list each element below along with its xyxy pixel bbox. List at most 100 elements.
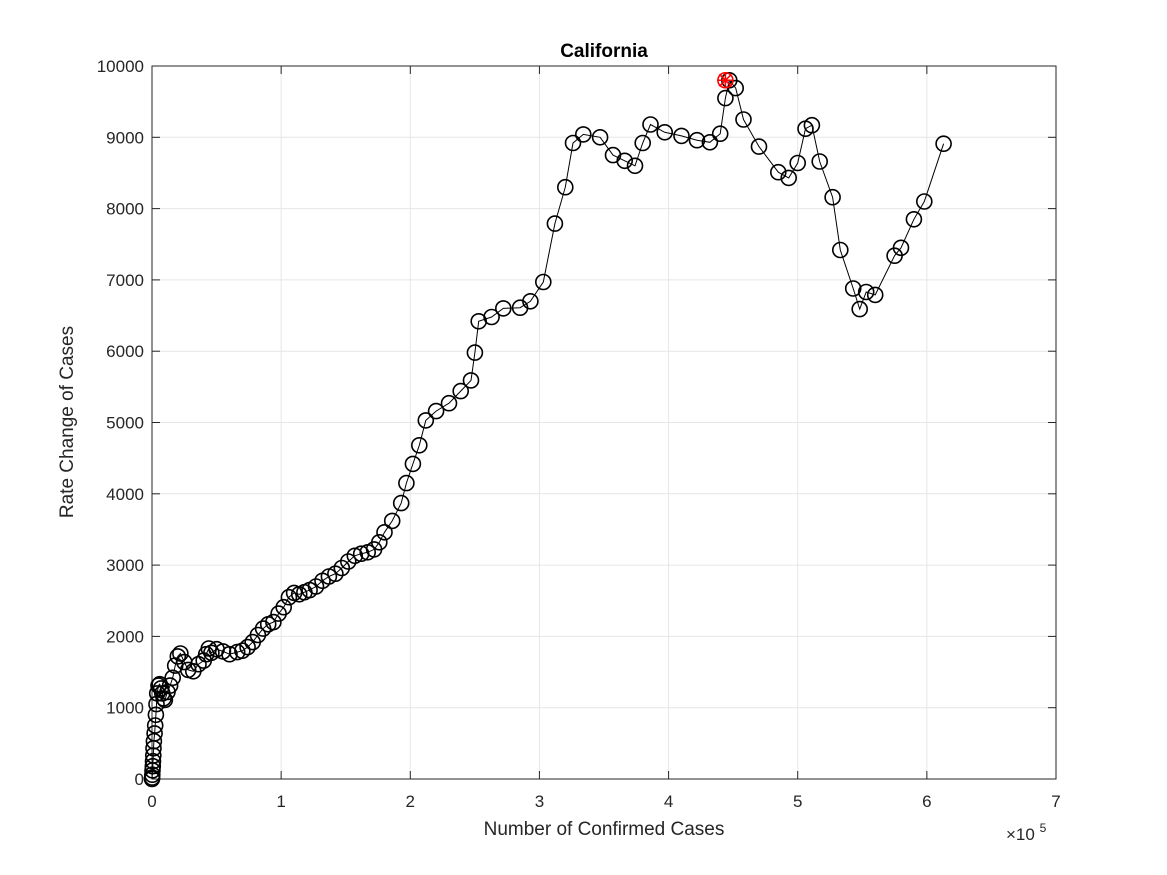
- y-tick-label: 1000: [106, 699, 144, 718]
- y-axis-label: Rate Change of Cases: [57, 326, 78, 518]
- data-point: [735, 111, 752, 128]
- data-point: [701, 134, 719, 151]
- data-point: [616, 152, 634, 170]
- x-tick-labels: 0 1 2 3 4 5 6 7: [147, 792, 1060, 811]
- data-point: [522, 292, 539, 310]
- series-line: [151, 79, 945, 780]
- data-point: [427, 402, 445, 420]
- data-point: [935, 135, 952, 152]
- y-tick-label: 4000: [106, 485, 144, 504]
- data-point: [462, 372, 480, 389]
- data-point: [221, 645, 238, 663]
- data-point: [172, 645, 189, 662]
- data-point: [750, 138, 768, 155]
- highlight-marker: [717, 71, 734, 89]
- data-point: [164, 669, 181, 687]
- data-point: [811, 153, 829, 170]
- y-tick-label: 0: [135, 770, 144, 789]
- x-tick-label: 6: [922, 792, 931, 811]
- data-point: [803, 116, 821, 134]
- data-point: [534, 273, 552, 291]
- grid: [151, 65, 1057, 780]
- data-point: [146, 725, 163, 742]
- data-point: [688, 131, 706, 149]
- data-point: [265, 613, 282, 631]
- data-point: [727, 79, 745, 97]
- data-point: [673, 127, 690, 145]
- data-point: [656, 124, 674, 141]
- data-point: [780, 169, 798, 187]
- data-point: [564, 134, 582, 152]
- data-point: [275, 598, 293, 616]
- data-point: [144, 757, 162, 775]
- data-point: [376, 523, 393, 541]
- x-axis-label: Number of Confirmed Cases: [484, 819, 725, 840]
- data-point: [203, 644, 220, 662]
- data-point: [239, 638, 256, 656]
- y-tick-label: 8000: [106, 200, 144, 219]
- data-point: [147, 706, 165, 724]
- data-point: [346, 547, 364, 565]
- data-point: [556, 178, 574, 196]
- data-point: [327, 565, 344, 583]
- data-point: [824, 188, 841, 206]
- data-point: [789, 154, 807, 172]
- data-point: [574, 126, 592, 143]
- data-point: [417, 412, 435, 429]
- y-tick-label: 5000: [106, 414, 144, 433]
- data-series: [143, 72, 952, 788]
- data-point: [383, 512, 401, 530]
- data-point: [905, 211, 923, 228]
- data-point: [831, 241, 849, 259]
- data-point: [280, 588, 298, 606]
- data-point: [144, 752, 162, 770]
- data-point: [851, 300, 869, 318]
- x-axis-exponent-base: ×10: [1006, 825, 1035, 844]
- y-tick-label: 10000: [97, 57, 144, 76]
- data-point: [857, 283, 875, 301]
- data-point: [546, 215, 564, 232]
- x-tick-label: 5: [793, 792, 802, 811]
- y-tick-labels: 0 1000 2000 3000 4000 5000 6000 7000 8000 9000 100…: [97, 57, 144, 789]
- data-point: [717, 89, 734, 107]
- data-point: [144, 766, 161, 784]
- data-point: [333, 559, 351, 577]
- x-tick-label: 1: [276, 792, 285, 811]
- data-point: [866, 286, 884, 304]
- data-point: [711, 125, 729, 142]
- data-point: [626, 157, 644, 175]
- data-point: [156, 691, 174, 709]
- data-point: [452, 382, 470, 400]
- x-tick-label: 7: [1051, 792, 1060, 811]
- y-tick-label: 7000: [106, 271, 144, 290]
- data-point: [483, 308, 500, 326]
- y-tick-label: 9000: [106, 128, 144, 147]
- x-axis-exponent: ×10 5: [1006, 821, 1047, 844]
- y-tick-label: 3000: [106, 556, 144, 575]
- x-tick-label: 2: [406, 792, 415, 811]
- y-tick-label: 2000: [106, 627, 144, 646]
- data-point: [591, 129, 609, 146]
- data-point: [466, 344, 484, 361]
- data-point: [440, 394, 458, 412]
- data-point: [161, 677, 179, 694]
- x-axis-exponent-power: 5: [1040, 821, 1047, 835]
- data-point: [410, 436, 428, 454]
- data-point: [915, 193, 933, 210]
- y-tick-label: 6000: [106, 342, 144, 361]
- data-point: [494, 300, 512, 317]
- data-point: [404, 455, 422, 473]
- data-point: [769, 163, 787, 181]
- data-point: [634, 134, 652, 152]
- x-tick-label: 0: [147, 792, 156, 811]
- data-point: [370, 533, 388, 551]
- x-tick-label: 4: [664, 792, 673, 811]
- data-point: [892, 239, 910, 257]
- data-point: [146, 717, 164, 734]
- data-point: [392, 494, 410, 512]
- chart-title: California: [560, 41, 648, 62]
- data-point: [234, 642, 251, 660]
- x-tick-label: 3: [535, 792, 544, 811]
